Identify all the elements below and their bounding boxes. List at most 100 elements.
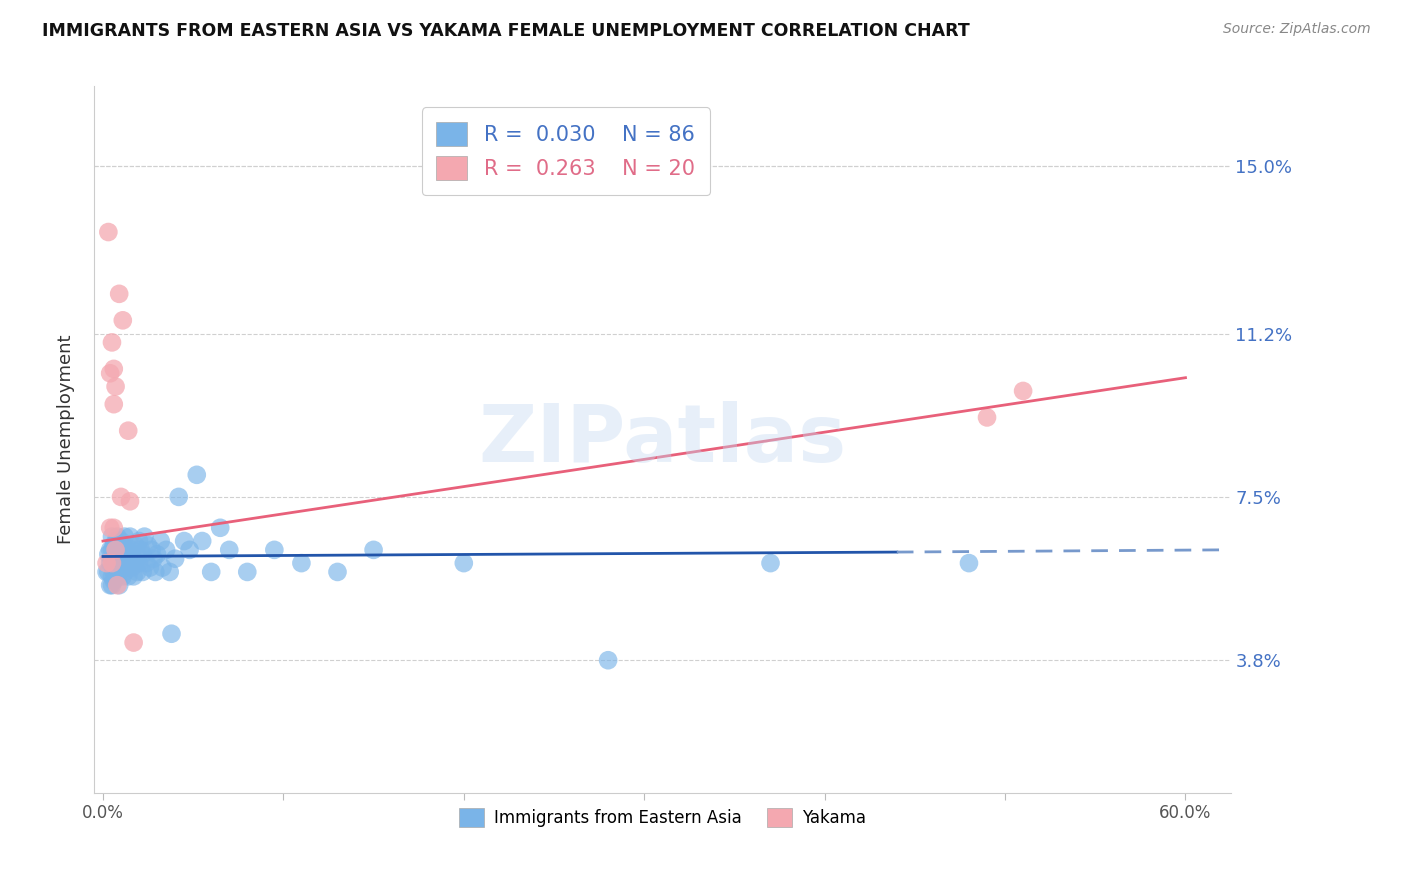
Point — [111, 556, 134, 570]
Point — [98, 556, 121, 570]
Point — [146, 547, 169, 561]
Point — [104, 534, 127, 549]
Point — [101, 556, 124, 570]
Legend: Immigrants from Eastern Asia, Yakama: Immigrants from Eastern Asia, Yakama — [453, 802, 872, 834]
Point — [124, 556, 146, 570]
Point — [98, 521, 121, 535]
Point — [167, 490, 190, 504]
Point — [101, 569, 124, 583]
Point — [98, 578, 121, 592]
Point — [363, 542, 385, 557]
Point — [141, 542, 163, 557]
Point — [1012, 384, 1035, 398]
Point — [118, 494, 141, 508]
Point — [96, 565, 118, 579]
Point — [111, 569, 134, 583]
Point — [139, 560, 162, 574]
Point — [326, 565, 349, 579]
Point — [598, 653, 620, 667]
Point — [103, 565, 125, 579]
Point — [165, 551, 187, 566]
Point — [127, 547, 149, 561]
Point — [114, 565, 136, 579]
Point — [135, 556, 157, 570]
Point — [104, 379, 127, 393]
Point — [115, 560, 138, 574]
Point — [98, 366, 121, 380]
Point — [101, 556, 124, 570]
Point — [152, 560, 174, 574]
Point — [118, 530, 141, 544]
Point — [105, 530, 128, 544]
Point — [110, 560, 132, 574]
Point — [143, 565, 166, 579]
Point — [191, 534, 214, 549]
Point — [115, 542, 138, 557]
Point — [103, 362, 125, 376]
Point — [122, 551, 145, 566]
Point — [108, 286, 131, 301]
Point — [108, 565, 131, 579]
Point — [96, 556, 118, 570]
Point — [976, 410, 998, 425]
Point — [290, 556, 312, 570]
Point — [103, 551, 125, 566]
Point — [97, 547, 120, 561]
Point — [101, 335, 124, 350]
Point — [104, 542, 127, 557]
Text: Source: ZipAtlas.com: Source: ZipAtlas.com — [1223, 22, 1371, 37]
Point — [173, 534, 195, 549]
Point — [136, 538, 159, 552]
Point — [118, 547, 141, 561]
Point — [121, 560, 143, 574]
Point — [134, 530, 156, 544]
Point — [105, 542, 128, 557]
Point — [127, 565, 149, 579]
Point — [122, 569, 145, 583]
Point — [155, 542, 177, 557]
Point — [186, 467, 208, 482]
Point — [236, 565, 259, 579]
Point — [110, 534, 132, 549]
Point — [129, 542, 152, 557]
Point — [105, 578, 128, 592]
Point — [117, 569, 139, 583]
Point — [218, 542, 240, 557]
Point — [105, 569, 128, 583]
Point — [128, 556, 150, 570]
Point — [110, 490, 132, 504]
Text: ZIPatlas: ZIPatlas — [478, 401, 846, 478]
Point — [142, 551, 165, 566]
Point — [121, 542, 143, 557]
Point — [110, 547, 132, 561]
Point — [957, 556, 980, 570]
Y-axis label: Female Unemployment: Female Unemployment — [58, 334, 75, 544]
Point — [101, 542, 124, 557]
Point — [101, 578, 124, 592]
Point — [108, 578, 131, 592]
Point — [98, 542, 121, 557]
Point — [104, 547, 127, 561]
Point — [117, 556, 139, 570]
Point — [131, 565, 153, 579]
Point — [149, 534, 172, 549]
Point — [103, 556, 125, 570]
Point — [114, 530, 136, 544]
Point — [101, 530, 124, 544]
Point — [453, 556, 475, 570]
Point — [263, 542, 285, 557]
Point — [97, 225, 120, 239]
Point — [209, 521, 232, 535]
Point — [108, 551, 131, 566]
Point — [114, 551, 136, 566]
Point — [124, 538, 146, 552]
Point — [103, 521, 125, 535]
Point — [128, 534, 150, 549]
Point — [104, 560, 127, 574]
Point — [104, 565, 127, 579]
Point — [111, 538, 134, 552]
Point — [159, 565, 181, 579]
Point — [97, 565, 120, 579]
Text: IMMIGRANTS FROM EASTERN ASIA VS YAKAMA FEMALE UNEMPLOYMENT CORRELATION CHART: IMMIGRANTS FROM EASTERN ASIA VS YAKAMA F… — [42, 22, 970, 40]
Point — [122, 635, 145, 649]
